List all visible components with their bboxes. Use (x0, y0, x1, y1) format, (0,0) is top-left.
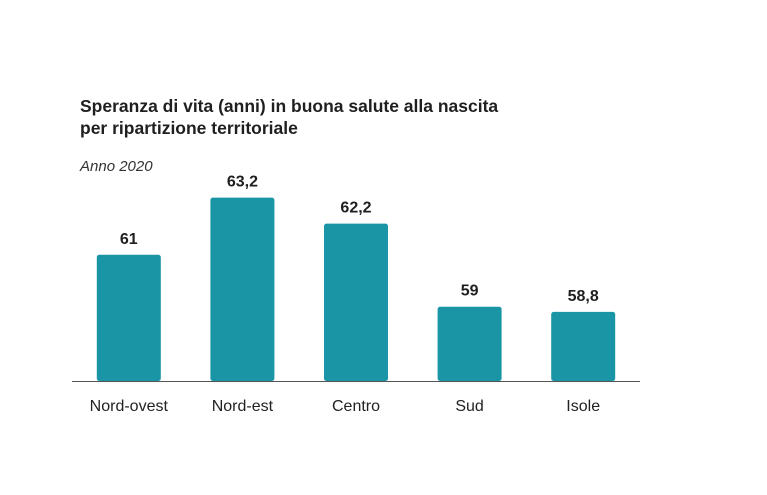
bar-isole (551, 311, 616, 381)
chart-title-line-1: Speranza di vita (anni) in buona salute … (80, 96, 499, 116)
value-label-sud: 59 (461, 283, 479, 300)
category-label-centro: Centro (332, 398, 380, 415)
bar-nord-est (210, 197, 275, 381)
bar-nord-ovest (96, 254, 161, 381)
category-label-isole: Isole (566, 398, 600, 415)
value-label-centro: 62,2 (340, 200, 371, 217)
value-label-isole: 58,8 (568, 288, 599, 305)
bar-centro (324, 223, 388, 381)
chart-title: Speranza di vita (anni) in buona salute … (80, 95, 600, 139)
bars-group (96, 197, 616, 381)
chart-subtitle: Anno 2020 (80, 158, 153, 175)
category-label-nord-est: Nord-est (212, 398, 274, 415)
value-labels-group: 61 63,2 62,2 59 58,8 (120, 174, 599, 305)
category-label-nord-ovest: Nord-ovest (90, 398, 169, 415)
bar-sud (437, 306, 502, 381)
value-label-nord-est: 63,2 (227, 174, 258, 191)
category-label-sud: Sud (455, 398, 483, 415)
category-labels-group: Nord-ovest Nord-est Centro Sud Isole (90, 398, 601, 415)
chart-title-line-2: per ripartizione territoriale (80, 118, 298, 138)
value-label-nord-ovest: 61 (120, 231, 138, 248)
